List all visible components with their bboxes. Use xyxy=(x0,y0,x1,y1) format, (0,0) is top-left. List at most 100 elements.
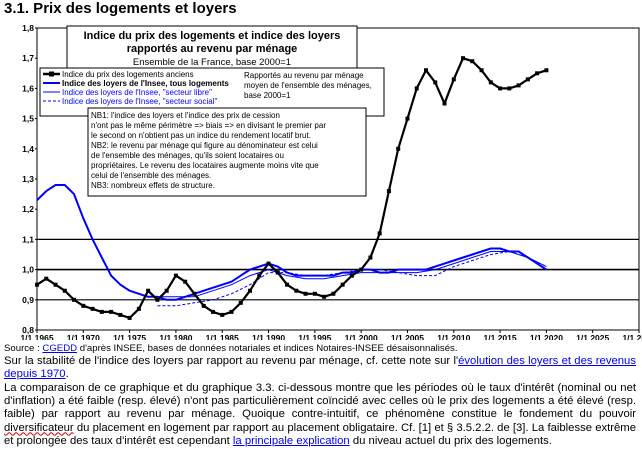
price-point xyxy=(451,77,456,82)
evolution-loyers-link[interactable]: évolution des loyers et des revenus depu… xyxy=(4,355,636,381)
price-point xyxy=(405,116,410,121)
price-point xyxy=(498,86,503,91)
price-point xyxy=(109,309,114,314)
chart-source: Source : CGEDD d'après INSEE, bases de d… xyxy=(4,343,458,354)
price-point xyxy=(525,77,530,82)
price-point xyxy=(99,309,104,314)
x-tick-label: 1/1 1965 xyxy=(20,333,53,340)
x-tick-label: 1/1 2020 xyxy=(530,333,563,340)
y-tick-label: 1,7 xyxy=(22,53,34,63)
price-point xyxy=(266,261,271,266)
chart-title-line-1: Indice du prix des logements et indice d… xyxy=(84,30,341,42)
note-line-7: celui de l'ensemble des ménages. xyxy=(91,171,211,180)
legend-entry-4: Indice des loyers de l'Insee, "secteur s… xyxy=(62,97,217,106)
price-point xyxy=(535,71,540,76)
price-point xyxy=(285,282,290,287)
price-point xyxy=(303,291,308,296)
x-tick-label: 1/1 2010 xyxy=(437,333,470,340)
price-point xyxy=(294,288,299,293)
price-point xyxy=(544,68,549,73)
price-point xyxy=(220,312,225,317)
y-tick-label: 1,1 xyxy=(22,234,34,244)
price-point xyxy=(275,270,280,275)
price-point xyxy=(340,282,345,287)
x-tick-label: 1/1 1985 xyxy=(206,333,239,340)
legend-entry-3: Indice des loyers de l'Insee, "secteur l… xyxy=(62,88,212,97)
note-line-4: NB2: le revenu par ménage qui figure au … xyxy=(91,141,318,150)
price-point xyxy=(386,189,391,194)
note-line-2: n'ont pas le même périmètre => biais => … xyxy=(91,121,326,130)
price-point xyxy=(516,83,521,88)
x-tick-label: 1/1 2000 xyxy=(345,333,378,340)
y-tick-label: 1,6 xyxy=(22,83,34,93)
price-point xyxy=(377,231,382,236)
price-point xyxy=(488,80,493,85)
series-line-3 xyxy=(157,251,547,307)
y-tick-label: 0,9 xyxy=(22,295,34,305)
x-tick-label: 1/1 2005 xyxy=(391,333,424,340)
note-line-5: de l'ensemble des ménages, qu'ils soient… xyxy=(91,151,284,160)
price-point xyxy=(35,282,39,287)
price-point xyxy=(257,273,262,278)
price-point xyxy=(349,273,354,278)
price-point xyxy=(127,315,132,320)
series-line-1 xyxy=(36,184,547,301)
price-point xyxy=(461,56,466,61)
price-point xyxy=(322,294,327,299)
price-point xyxy=(62,288,67,293)
price-point xyxy=(312,291,317,296)
price-point xyxy=(507,86,512,91)
price-point xyxy=(53,282,58,287)
y-tick-label: 1,0 xyxy=(22,265,34,275)
x-tick-label: 1/1 1990 xyxy=(252,333,285,340)
chart: 0,8 0,9 1,0 1,1 1,2 1,3 1,4 1,5 1,6 1,7 1,8 1/1 196… xyxy=(20,23,642,340)
chart-subtitle: Ensemble de la France, base 2000=1 xyxy=(133,57,291,68)
price-point xyxy=(81,303,86,308)
price-point xyxy=(359,267,364,272)
principale-explication-link[interactable]: la principale explication xyxy=(232,434,350,447)
note-line-6: propriétaires. Le revenu des locataires … xyxy=(91,161,319,170)
price-point xyxy=(414,86,419,91)
legend-entry-2: Indice des loyers de l'Insee, tous logem… xyxy=(62,79,229,88)
price-point xyxy=(479,68,484,73)
x-tick-label: 1/1 1980 xyxy=(159,333,192,340)
price-point xyxy=(72,297,77,302)
price-point xyxy=(470,59,475,64)
price-point xyxy=(118,312,123,317)
price-point xyxy=(248,288,253,293)
legend-note-3: base 2000=1 xyxy=(244,91,291,100)
price-point xyxy=(433,80,438,85)
x-tick-label: 1/1 2030 xyxy=(622,333,642,340)
y-tick-label: 1,2 xyxy=(22,204,34,214)
price-point xyxy=(192,291,197,296)
price-point xyxy=(238,300,243,305)
note-line-3: le second on n'obtient pas un indice du … xyxy=(91,131,311,140)
y-tick-label: 1,5 xyxy=(22,114,34,124)
price-point xyxy=(136,306,141,311)
price-point xyxy=(423,68,428,73)
y-tick-label: 1,3 xyxy=(22,174,34,184)
price-point xyxy=(331,291,336,296)
price-point xyxy=(210,309,215,314)
x-tick-label: 1/1 2015 xyxy=(484,333,517,340)
y-tick-label: 0,8 xyxy=(22,325,34,335)
legend-note-2: moyen de l'ensemble des ménages, xyxy=(244,81,372,90)
price-point xyxy=(155,297,160,302)
paragraph-loyers: Sur la stabilité de l'indice des loyers … xyxy=(4,355,636,381)
chart-title-line-2: rapportés au revenu par ménage xyxy=(127,43,298,55)
x-tick-label: 1/1 1995 xyxy=(298,333,331,340)
price-point xyxy=(173,273,178,278)
price-point xyxy=(44,276,49,281)
x-tick-label: 1/1 1975 xyxy=(113,333,146,340)
section-heading: 3.1. Prix des logements et loyers xyxy=(4,0,237,17)
x-tick-label: 1/1 2025 xyxy=(576,333,609,340)
x-tick-label: 1/1 1970 xyxy=(67,333,100,340)
price-point xyxy=(396,146,401,151)
price-point xyxy=(90,306,95,311)
y-tick-label: 1,8 xyxy=(22,23,34,33)
cgedd-link[interactable]: CGEDD xyxy=(42,343,78,354)
price-point xyxy=(146,288,151,293)
price-point xyxy=(229,309,234,314)
y-tick-label: 1,4 xyxy=(22,144,34,154)
notes-box: NB1: l'indice des loyers et l'indice des… xyxy=(87,107,367,197)
